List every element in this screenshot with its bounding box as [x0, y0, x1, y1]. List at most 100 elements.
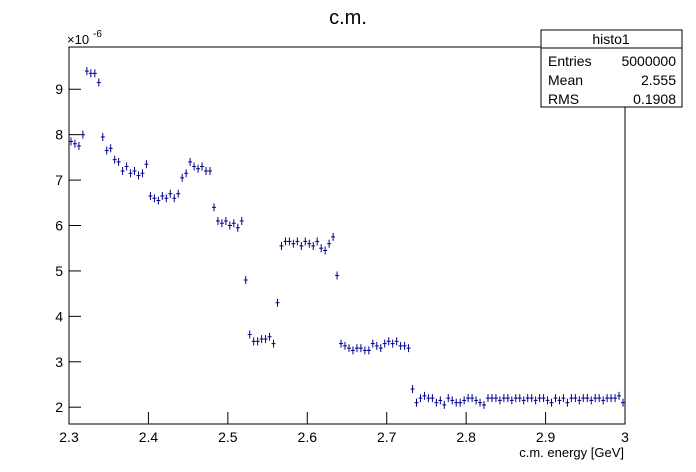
stats-label: Entries — [548, 53, 592, 69]
y-tick-label: 8 — [55, 127, 63, 143]
data-point — [343, 341, 347, 350]
data-point — [259, 335, 264, 344]
data-point — [394, 337, 399, 346]
data-point — [307, 239, 312, 248]
data-point — [112, 155, 117, 164]
data-point — [144, 160, 149, 169]
data-point — [124, 162, 129, 171]
stats-value: 5000000 — [621, 53, 676, 69]
multiplier: ×10 — [67, 32, 89, 47]
data-point — [148, 191, 153, 200]
data-point — [339, 339, 344, 348]
stats-title: histo1 — [592, 31, 630, 47]
data-point — [474, 396, 479, 405]
data-point — [319, 244, 324, 253]
stats-frame — [540, 29, 683, 108]
data-point — [577, 396, 582, 405]
stats-label: RMS — [548, 91, 579, 107]
data-point — [597, 394, 602, 403]
data-point — [565, 398, 570, 407]
data-point — [557, 396, 562, 405]
data-point — [374, 341, 379, 350]
data-point — [446, 394, 451, 403]
data-point — [315, 237, 320, 246]
data-point — [422, 391, 427, 400]
data-point — [231, 219, 236, 228]
data-point — [609, 394, 614, 403]
x-tick-label: 2.3 — [59, 429, 79, 445]
data-point — [251, 337, 256, 346]
data-point — [331, 232, 336, 241]
y-tick-label: 6 — [55, 218, 63, 234]
data-point — [172, 194, 177, 203]
y-tick-label: 7 — [55, 172, 63, 188]
data-point — [108, 144, 113, 153]
data-point — [184, 169, 189, 178]
data-point — [533, 396, 538, 405]
data-point — [366, 346, 371, 355]
x-tick-label: 2.4 — [139, 429, 159, 445]
data-point — [497, 396, 502, 405]
data-point — [223, 216, 228, 225]
data-point — [585, 394, 590, 403]
data-point — [347, 344, 351, 353]
x-tick-label: 2.7 — [377, 429, 397, 445]
data-point — [478, 398, 483, 407]
data-point — [323, 246, 328, 255]
data-point — [489, 394, 494, 403]
data-point — [549, 398, 554, 407]
data-point — [529, 394, 534, 403]
data-point — [561, 394, 566, 403]
data-point — [406, 344, 411, 353]
data-point — [454, 398, 459, 407]
data-point — [160, 191, 165, 200]
data-point — [545, 396, 550, 405]
data-point — [192, 162, 197, 171]
data-point — [617, 391, 622, 400]
stats-value: 2.555 — [641, 72, 676, 88]
data-point — [573, 394, 578, 403]
data-point — [188, 157, 193, 166]
data-point — [227, 221, 232, 230]
data-point — [311, 241, 316, 250]
data-point — [390, 339, 395, 348]
data-point — [593, 394, 598, 403]
data-point — [128, 169, 133, 178]
data-point — [92, 69, 97, 78]
data-point — [525, 394, 530, 403]
data-point — [88, 69, 93, 78]
data-point — [104, 146, 109, 155]
data-point — [450, 396, 455, 405]
stats-value: 0.1908 — [633, 91, 676, 107]
chart-title: c.m. — [329, 7, 367, 29]
data-point — [100, 132, 105, 141]
y-tick-label: 4 — [55, 308, 63, 324]
data-point — [589, 396, 594, 405]
data-point — [410, 385, 415, 394]
data-point — [136, 171, 141, 180]
data-point — [493, 394, 498, 403]
data-point — [140, 169, 145, 178]
data-point — [370, 339, 375, 348]
data-point — [255, 337, 260, 346]
data-point — [200, 162, 205, 171]
data-point — [466, 394, 471, 403]
data-point — [84, 67, 89, 76]
data-point — [414, 398, 419, 407]
data-point — [303, 237, 308, 246]
data-point — [521, 396, 526, 405]
data-point — [621, 398, 625, 407]
data-point — [398, 341, 403, 350]
multiplier-exponent: -6 — [93, 29, 102, 40]
data-point — [80, 130, 85, 139]
x-tick-label: 2.9 — [536, 429, 556, 445]
data-point — [263, 335, 268, 344]
data-point — [96, 78, 101, 87]
data-point — [537, 394, 542, 403]
data-point — [176, 189, 181, 198]
stats-box: histo1 Entries 5000000 Mean 2.555 RMS 0.1908 — [540, 29, 683, 108]
x-tick-label: 3 — [621, 429, 629, 445]
data-point — [358, 344, 363, 353]
data-point — [438, 396, 443, 405]
